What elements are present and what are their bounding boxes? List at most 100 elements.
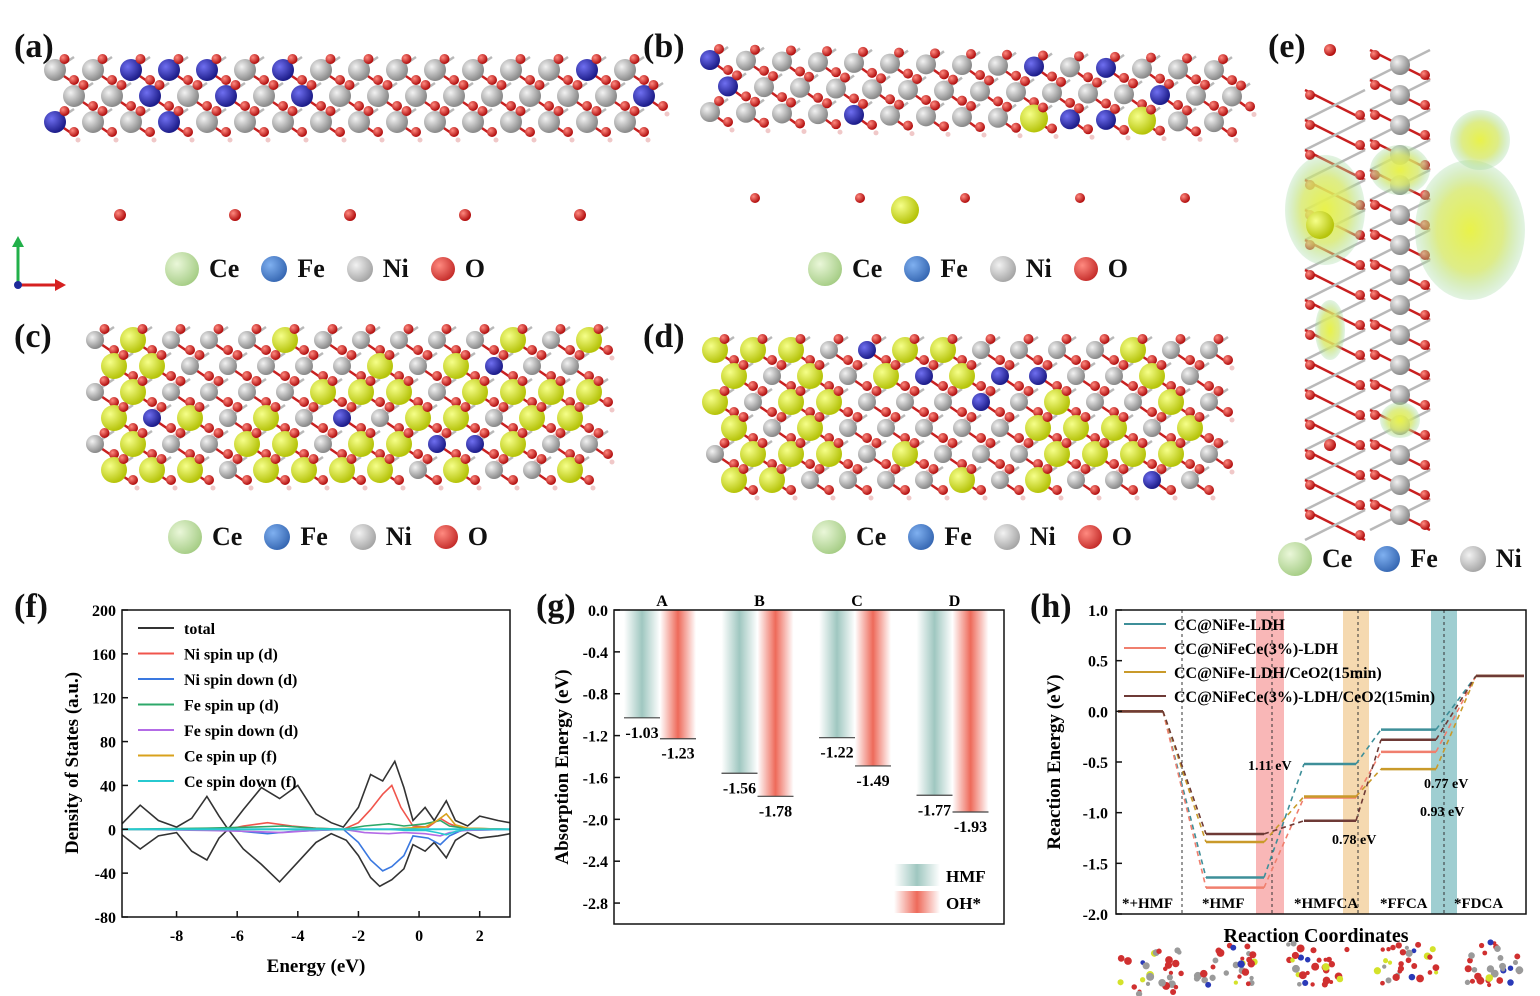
barrier-annotation: 1.11 eV [1248,759,1292,774]
bar-OH-D [952,610,989,813]
bar-ytick-label: -0.4 [583,645,608,662]
o-ball-icon [430,257,455,281]
energy-connector [1263,820,1305,835]
transition-band [1343,610,1369,914]
legend-ce: Ce [209,254,240,283]
bar-OH-C [855,610,891,766]
dos-ytick-label: 120 [92,691,116,708]
energy-connector [1263,763,1305,878]
bar-legend-label: HMF [946,867,986,886]
legend-o: O [1111,522,1132,551]
dos-legend-label: Fe spin up (d) [184,698,279,715]
panel-label-h: (h) [1030,588,1072,625]
bar-value-label: -1.03 [625,725,658,742]
ni-ball-icon [993,524,1020,550]
energy-connector [1162,711,1207,888]
bar-category-label: A [656,593,668,610]
panel-label-f: (f) [14,588,48,625]
dos-plot-frame [121,609,511,918]
bar-ytick-label: 0.0 [588,603,608,620]
atom-legend-e: Ce Fe Ni [1278,542,1540,576]
bar-value-label: -1.22 [820,745,853,762]
dos-legend-label: total [184,621,216,638]
absorption-bar-chart: A-1.03-1.23B-1.56-1.78C-1.22-1.49D-1.77-… [552,593,1005,925]
dos-curve-fe-down [121,828,511,837]
bar-value-label: -1.23 [661,746,694,763]
legend-o: O [1107,254,1128,283]
dos-ytick-label: 0 [108,822,116,839]
bar-plot-frame [613,609,1005,925]
dos-xtick-label: -4 [291,928,304,945]
reaction-legend-label: CC@NiFeCe(3%)-LDH/CeO2(15min) [1174,689,1435,706]
bar-ylabel: Absorption Energy (eV) [552,669,573,864]
reaction-legend-label: CC@NiFe-LDH/CeO2(15min) [1174,665,1382,682]
energy-connector [1435,675,1477,741]
panel-label-g: (g) [536,588,576,625]
legend-fe: Fe [297,254,325,283]
bar-legend-label: OH* [946,894,981,913]
dos-legend-label: Ni spin up (d) [184,647,278,664]
bar-value-label: -1.49 [856,773,889,790]
ce-ball-icon [812,520,846,554]
atom-legend-d: Ce Fe Ni O [812,520,1154,554]
structure-c [86,324,615,491]
energy-connector [1355,729,1382,765]
fe-ball-icon [908,524,935,550]
reaction-ylabel: Reaction Energy (eV) [1044,674,1065,849]
dos-xtick-label: -6 [231,928,244,945]
bar-ytick-label: -1.6 [583,770,608,787]
bar-legend-swatch [894,891,940,913]
bar-OH-A [660,610,696,739]
reaction-ytick-label: -0.5 [1083,755,1108,772]
legend-ni: Ni [1025,254,1052,283]
ni-ball-icon [989,256,1016,282]
bar-ytick-label: -2.4 [583,854,608,871]
bar-ytick-label: -2.0 [583,812,608,829]
legend-ce: Ce [212,522,243,551]
bar-OH-B [757,610,794,797]
reaction-energy-chart: 1.0 0.5 0.0 -0.5 -1.0 -1.5 -2.0 *+HMF *HMF *HMFCA… [1044,603,1527,996]
atom-legend-b: Ce Fe Ni O [808,252,1150,286]
stage-label: *HMF [1202,896,1245,912]
reaction-ytick-label: 0.5 [1088,654,1108,671]
reaction-structure-thumbnails [1117,939,1524,996]
dos-ylabel: Density of States (a.u.) [62,672,83,854]
dos-ytick-label: 80 [100,735,116,752]
legend-fe: Fe [944,522,972,551]
fe-ball-icon [1374,546,1401,572]
reaction-legend-label: CC@NiFe-LDH [1174,617,1285,634]
energy-connector [1435,675,1477,770]
bar-HMF-C [819,610,855,738]
bar-category-label: B [754,593,765,610]
bar-HMF-D [916,610,953,796]
bar-value-label: -1.78 [759,803,792,820]
dos-curve-ni-up [122,784,511,831]
reaction-ytick-label: -2.0 [1083,907,1108,924]
legend-ni: Ni [1495,544,1522,573]
ni-ball-icon [1459,546,1486,572]
axis-triad-icon [12,236,66,291]
energy-connector [1162,711,1207,878]
panel-label-e: (e) [1268,28,1306,65]
ni-ball-icon [346,256,373,282]
dos-curve-fe-up [121,819,511,831]
dos-xtick-label: -8 [170,928,183,945]
bar-category-label: D [949,593,961,610]
reaction-ytick-label: 1.0 [1088,603,1108,620]
ce-ball-icon [808,252,842,286]
legend-o: O [464,254,485,283]
dos-legend-label: Ni spin down (d) [184,672,297,689]
reaction-ytick-label: -1.5 [1083,856,1108,873]
legend-fe: Fe [1410,544,1438,573]
ce-ball-icon [165,252,199,286]
structure-b [700,44,1257,224]
reaction-legend-label: CC@NiFeCe(3%)-LDH [1174,641,1339,658]
dos-ytick-label: 160 [92,647,116,664]
fe-ball-icon [904,256,931,282]
legend-ni: Ni [382,254,409,283]
legend-ce: Ce [852,254,883,283]
bar-ytick-label: -2.8 [583,896,608,913]
dos-ytick-label: 40 [100,778,116,795]
dos-chart: 200 160 120 80 40 0 -40 -80 -8 -6 -4 -2 0 2 total Ni s… [62,603,511,977]
dos-legend-label: Ce spin down (f) [184,774,296,791]
